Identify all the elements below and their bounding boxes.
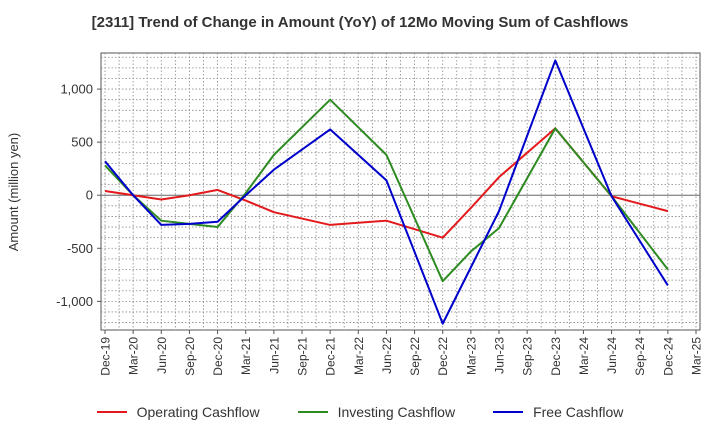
x-tick-label: Dec-19: [99, 337, 113, 376]
y-axis-label: Amount (million yen): [6, 133, 21, 252]
x-tick-label: Mar-20: [127, 337, 141, 375]
x-tick-label: Jun-23: [493, 337, 507, 374]
x-tick-label: Sep-23: [521, 337, 535, 376]
x-tick-label: Mar-24: [577, 337, 591, 375]
x-tick-label: Jun-21: [267, 337, 281, 374]
x-tick-label: Mar-23: [464, 337, 478, 375]
series-line-operating-cashflow: [104, 127, 669, 239]
y-tick-label: 0: [86, 188, 93, 203]
legend-label: Free Cashflow: [533, 404, 624, 420]
legend-swatch: [493, 411, 524, 413]
y-tick-label: 1,000: [60, 82, 93, 97]
legend-item-free-cashflow: Free Cashflow: [493, 404, 623, 420]
legend-label: Operating Cashflow: [136, 404, 260, 420]
x-tick-label: Mar-22: [352, 337, 366, 375]
legend-item-investing-cashflow: Investing Cashflow: [297, 404, 456, 420]
x-tick-label: Sep-22: [408, 337, 422, 376]
chart-title: [2311] Trend of Change in Amount (YoY) o…: [91, 14, 629, 31]
x-tick-label: Mar-21: [239, 337, 253, 375]
y-tick-label: 500: [71, 135, 93, 150]
x-tick-label: Jun-22: [380, 337, 394, 374]
x-tick-label: Jun-20: [155, 337, 169, 374]
x-tick-label: Sep-20: [183, 337, 197, 376]
x-tick-label: Dec-21: [324, 337, 338, 376]
x-tick-label: Sep-21: [296, 337, 310, 376]
legend-item-operating-cashflow: Operating Cashflow: [96, 404, 260, 420]
x-tick-label: Dec-23: [549, 337, 563, 376]
plot-area: [100, 52, 701, 331]
x-tick-label: Dec-22: [436, 337, 450, 376]
legend-label: Investing Cashflow: [337, 404, 456, 420]
legend-swatch: [96, 411, 127, 413]
x-tick-label: Mar-25: [690, 337, 704, 375]
series-line-investing-cashflow: [104, 98, 669, 283]
legend-swatch: [297, 411, 328, 413]
series-line-free-cashflow: [104, 59, 669, 325]
x-tick-label: Dec-24: [661, 337, 675, 376]
legend: Operating Cashflow Investing Cashflow Free…: [0, 404, 720, 420]
x-tick-label: Jun-24: [605, 337, 619, 374]
x-tick-label: Sep-24: [633, 337, 647, 376]
x-tick-label: Dec-20: [211, 337, 225, 376]
y-tick-label: -1,000: [56, 294, 93, 309]
y-tick-label: -500: [67, 241, 93, 256]
